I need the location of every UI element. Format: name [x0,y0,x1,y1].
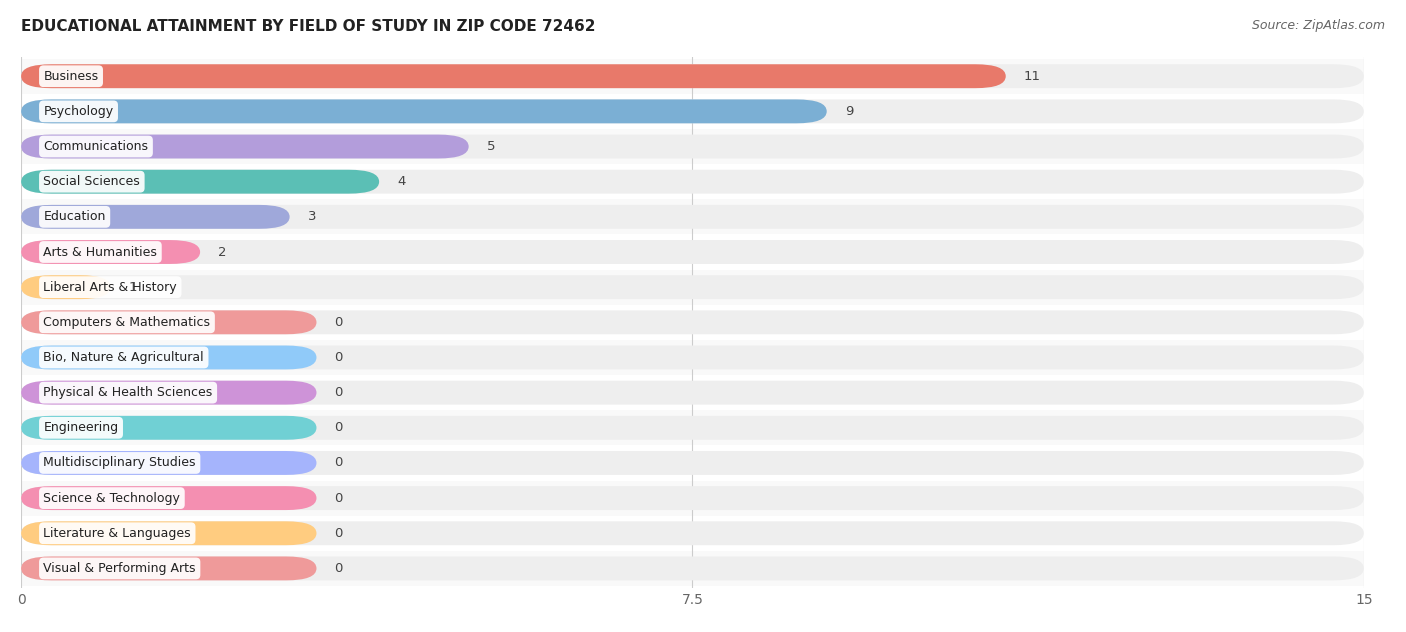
FancyBboxPatch shape [21,64,1364,88]
Text: 4: 4 [396,175,405,188]
FancyBboxPatch shape [21,380,1364,404]
FancyBboxPatch shape [21,135,1364,159]
Text: 0: 0 [335,316,343,329]
FancyBboxPatch shape [21,129,1364,164]
FancyBboxPatch shape [21,305,1364,340]
FancyBboxPatch shape [21,99,1364,123]
FancyBboxPatch shape [21,416,316,440]
FancyBboxPatch shape [21,516,1364,551]
Text: 0: 0 [335,386,343,399]
Text: Bio, Nature & Agricultural: Bio, Nature & Agricultural [44,351,204,364]
FancyBboxPatch shape [21,240,1364,264]
Text: Visual & Performing Arts: Visual & Performing Arts [44,562,195,575]
FancyBboxPatch shape [21,135,468,159]
FancyBboxPatch shape [21,451,316,475]
FancyBboxPatch shape [21,346,316,370]
Text: Computers & Mathematics: Computers & Mathematics [44,316,211,329]
FancyBboxPatch shape [21,275,1364,299]
FancyBboxPatch shape [21,205,1364,229]
FancyBboxPatch shape [21,486,316,510]
Text: Physical & Health Sciences: Physical & Health Sciences [44,386,212,399]
FancyBboxPatch shape [21,199,1364,234]
Text: Psychology: Psychology [44,105,114,118]
FancyBboxPatch shape [21,556,316,580]
FancyBboxPatch shape [21,310,316,334]
FancyBboxPatch shape [21,234,1364,270]
FancyBboxPatch shape [21,270,1364,305]
Text: 11: 11 [1024,70,1040,83]
Text: Business: Business [44,70,98,83]
FancyBboxPatch shape [21,170,380,193]
Text: Education: Education [44,210,105,223]
FancyBboxPatch shape [21,340,1364,375]
FancyBboxPatch shape [21,240,200,264]
FancyBboxPatch shape [21,521,1364,545]
FancyBboxPatch shape [21,59,1364,94]
Text: 3: 3 [308,210,316,223]
Text: Social Sciences: Social Sciences [44,175,141,188]
FancyBboxPatch shape [21,551,1364,586]
Text: Multidisciplinary Studies: Multidisciplinary Studies [44,456,195,470]
FancyBboxPatch shape [21,346,1364,370]
FancyBboxPatch shape [21,205,290,229]
Text: 5: 5 [486,140,495,153]
Text: 0: 0 [335,492,343,504]
Text: Arts & Humanities: Arts & Humanities [44,245,157,258]
FancyBboxPatch shape [21,410,1364,446]
Text: 2: 2 [218,245,226,258]
FancyBboxPatch shape [21,451,1364,475]
FancyBboxPatch shape [21,310,1364,334]
FancyBboxPatch shape [21,416,1364,440]
FancyBboxPatch shape [21,380,316,404]
Text: 0: 0 [335,456,343,470]
FancyBboxPatch shape [21,556,1364,580]
Text: Engineering: Engineering [44,422,118,434]
FancyBboxPatch shape [21,375,1364,410]
Text: 0: 0 [335,422,343,434]
FancyBboxPatch shape [21,64,1005,88]
FancyBboxPatch shape [21,486,1364,510]
FancyBboxPatch shape [21,480,1364,516]
Text: Literature & Languages: Literature & Languages [44,526,191,540]
Text: Communications: Communications [44,140,149,153]
FancyBboxPatch shape [21,170,1364,193]
Text: Source: ZipAtlas.com: Source: ZipAtlas.com [1251,19,1385,32]
FancyBboxPatch shape [21,521,316,545]
FancyBboxPatch shape [21,94,1364,129]
Text: 0: 0 [335,351,343,364]
FancyBboxPatch shape [21,275,111,299]
FancyBboxPatch shape [21,99,827,123]
Text: EDUCATIONAL ATTAINMENT BY FIELD OF STUDY IN ZIP CODE 72462: EDUCATIONAL ATTAINMENT BY FIELD OF STUDY… [21,19,596,34]
Text: Liberal Arts & History: Liberal Arts & History [44,281,177,294]
Text: 0: 0 [335,562,343,575]
Text: Science & Technology: Science & Technology [44,492,180,504]
FancyBboxPatch shape [21,164,1364,199]
Text: 1: 1 [128,281,136,294]
Text: 0: 0 [335,526,343,540]
FancyBboxPatch shape [21,446,1364,480]
Text: 9: 9 [845,105,853,118]
